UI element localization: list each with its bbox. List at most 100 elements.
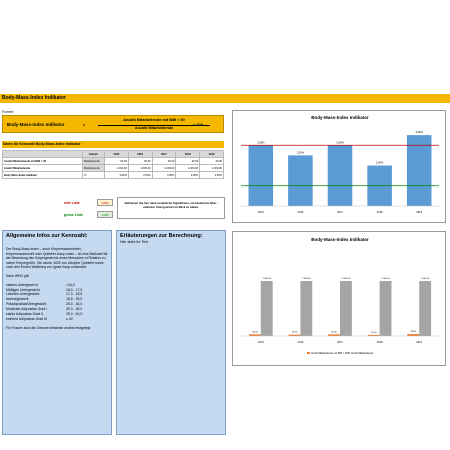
x-tick-label: 2015 <box>258 210 264 214</box>
table-cell[interactable]: 20,00 <box>175 157 201 165</box>
bmi-class-name: extreme Adipositas Grad III <box>6 317 47 322</box>
table-cell[interactable]: 1.000,00 <box>151 164 177 172</box>
bmi-class-name: starke Adipositas Grad II <box>6 312 43 317</box>
data-label: 35,00 <box>411 331 417 333</box>
bmi-class-list: starkes Untergewicht <16,0 Mäßiges Unterge… <box>6 283 108 323</box>
x-tick-label: 2016 <box>298 210 304 214</box>
bmi-class-row: extreme Adipositas Grad III ≥ 40 <box>6 317 108 322</box>
legend-swatch <box>347 352 350 354</box>
table-row: Body-Mass-Index Indikator % 3,00% 2,50% … <box>2 171 224 179</box>
table-cell[interactable]: 35,00 <box>199 157 224 165</box>
table-cell[interactable]: 1.000,00 <box>104 164 129 172</box>
table-cell[interactable]: 30,00 <box>104 157 129 165</box>
table-cell: 3,50% <box>199 171 224 179</box>
row-label: Anzahl Mitarbeitende mit BMI > 30 <box>2 157 83 165</box>
data-label: 20,00 <box>371 332 377 334</box>
explanation-title: Erläuterungen zur Berechnung: <box>120 233 203 239</box>
table-cell: 3,00% <box>151 171 177 179</box>
formula-denominator: Anzahl Mitarbeitende <box>134 126 174 130</box>
info-footnote: Für Frauen sind die Grenzen teilweise an… <box>6 326 92 331</box>
chart-title: Body-Mass-Index Indikator <box>311 115 369 120</box>
table-header: 2018 <box>175 150 201 158</box>
bar <box>288 334 301 336</box>
row-unit: Mitarbeitende <box>82 164 105 172</box>
table-header: 2016 <box>127 150 153 158</box>
table-cell[interactable]: 30,00 <box>151 157 177 165</box>
bmi-class-range: ≥ 40 <box>66 317 73 322</box>
page-title: Body-Mass-Index Indikator <box>0 94 450 103</box>
table-cell[interactable]: 1.000,00 <box>199 164 224 172</box>
data-label: 25,00 <box>292 332 298 334</box>
x-tick-label: 2016 <box>298 340 304 344</box>
table-title: Daten für Kennzahl Body-Mass-Index Indik… <box>2 141 224 148</box>
employee-count-chart[interactable]: Body-Mass-Index Indikator 30,00 1.000,00 20… <box>232 231 446 366</box>
legend-entry: Anzahl Mitarbeitende <box>351 352 374 355</box>
legend-entry: Anzahl Mitarbeitende mit BMI > 30 <box>311 352 348 355</box>
fraction-line <box>98 124 210 125</box>
bmi-class-row: starke Adipositas Grad II 35,0 - 40,0 <box>6 312 108 317</box>
legend-swatch <box>307 352 310 354</box>
formula-numerator: Anzahl Mitarbeitende mit BMI > 30 <box>123 118 185 122</box>
bar <box>260 281 273 336</box>
bmi-class-range: <16,0 <box>66 282 75 287</box>
table-header-row: Einheit 2015 2016 2017 2018 2019 <box>2 150 224 158</box>
info-box[interactable]: Allgemeine Infos zur Kennzahl: Der Body-… <box>2 230 112 435</box>
bar <box>327 145 353 206</box>
data-table: Einheit 2015 2016 2017 2018 2019 Anzahl … <box>2 150 224 179</box>
data-label: 1.000,00 <box>421 278 430 280</box>
info-paragraph: Nach WHO gilt: <box>6 273 30 278</box>
red-line-value[interactable]: 3,00% <box>97 199 113 206</box>
bmi-class-name: starkes Untergewicht <box>6 282 38 287</box>
bmi-class-name: Präadipositas/Übergewicht <box>6 302 47 307</box>
table-cell[interactable]: 25,00 <box>127 157 153 165</box>
bar <box>300 281 313 336</box>
x-tick-label: 2019 <box>416 210 422 214</box>
data-label: 1.000,00 <box>381 278 390 280</box>
bmi-class-row: Leichtes Untergewicht 17,0 - 18,5 <box>6 292 108 297</box>
bmi-class-name: Moderate Adipositas Grad I <box>6 307 48 312</box>
table-cell[interactable]: 1.000,00 <box>127 164 153 172</box>
bmi-class-range: 25,0 - 30,0 <box>66 302 83 307</box>
green-line-value[interactable]: 1,00% <box>97 211 113 218</box>
explanation-box[interactable]: Erläuterungen zur Berechnung: Hier steht… <box>116 230 226 435</box>
bmi-class-range: 16,0 - 17,0 <box>66 287 83 292</box>
formula-equals: = <box>83 122 86 127</box>
explanation-text: Hier steht Ihr Text <box>120 240 149 244</box>
formula-label: Formel: <box>2 110 14 114</box>
bmi-class-range: 35,0 - 40,0 <box>66 312 83 317</box>
table-cell[interactable]: 1.000,00 <box>175 164 201 172</box>
x-tick-label: 2019 <box>416 340 422 344</box>
employee-count-chart-svg: Body-Mass-Index Indikator 30,00 1.000,00 20… <box>241 237 439 355</box>
bmi-class-row: Moderate Adipositas Grad I 30,0 - 35,0 <box>6 307 108 312</box>
row-unit: % <box>82 171 105 179</box>
info-paragraph: Der Body-Mass-Index – auch Körpermasseni… <box>6 247 108 270</box>
data-label: 1.000,00 <box>342 278 351 280</box>
bmi-class-name: Mäßiges Untergewicht <box>6 287 40 292</box>
bmi-class-name: Normalgewicht <box>6 297 29 302</box>
bar <box>328 334 340 336</box>
table-cell: 2,00% <box>175 171 201 179</box>
bar <box>367 334 380 336</box>
red-line-label: rote Linie <box>64 201 80 205</box>
data-label: 2,00% <box>376 161 384 165</box>
data-label: 30,00 <box>331 331 337 333</box>
data-label: 3,50% <box>416 130 424 134</box>
chart-title: Body-Mass-Index Indikator <box>311 237 369 242</box>
bar <box>406 135 432 206</box>
bmi-indicator-chart[interactable]: Body-Mass-Index Indikator 3,00% 2015 2,50% 2… <box>232 110 446 223</box>
row-label: Anzahl Mitarbeitende <box>2 164 83 172</box>
bar <box>340 281 352 336</box>
data-label: 1.000,00 <box>262 278 271 280</box>
bmi-class-range: 17,0 - 18,5 <box>66 292 83 297</box>
bmi-class-row: Mäßiges Untergewicht 16,0 - 17,0 <box>6 288 108 293</box>
bmi-class-row: starkes Untergewicht <16,0 <box>6 283 108 288</box>
table-header: 2015 <box>104 150 129 158</box>
table-cell: 2,50% <box>127 171 153 179</box>
row-unit: Mitarbeitende <box>82 157 105 165</box>
formula-left: Body-Mass-Index Indikator <box>7 122 65 127</box>
table-row: Anzahl Mitarbeitende mit BMI > 30 Mitarb… <box>2 157 224 165</box>
bmi-indicator-chart-svg: Body-Mass-Index Indikator 3,00% 2015 2,50% 2… <box>241 115 439 214</box>
table-header: 2017 <box>151 150 177 158</box>
table-cell: 3,00% <box>104 171 129 179</box>
green-line-label: grüne Linie <box>64 213 83 217</box>
